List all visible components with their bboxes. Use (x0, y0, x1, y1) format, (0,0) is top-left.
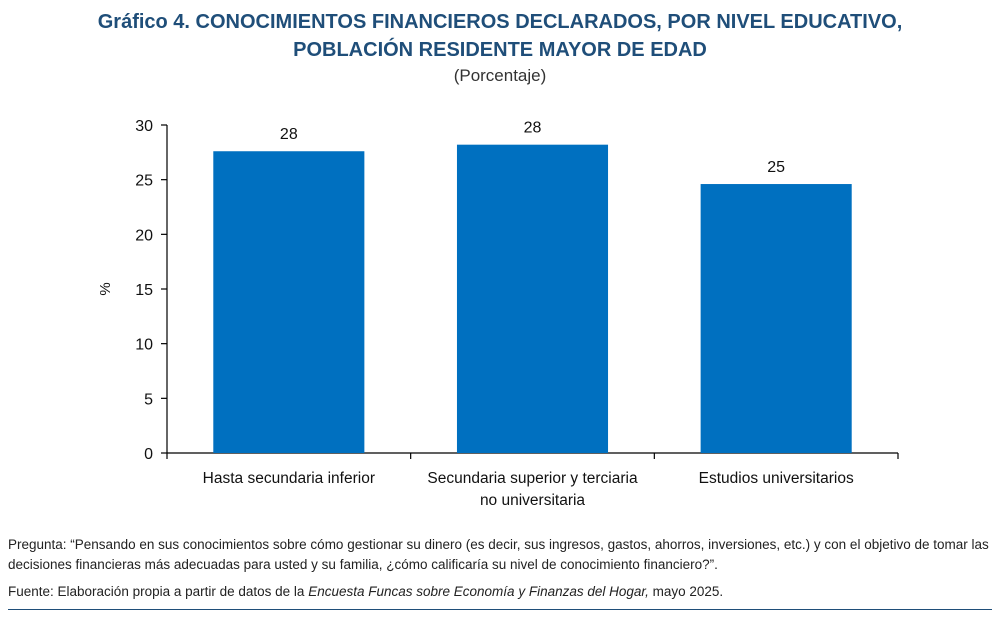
y-tick-label: 5 (144, 391, 153, 408)
bottom-rule (8, 609, 992, 610)
survey-question-note: Pregunta: “Pensando en sus conocimientos… (8, 537, 989, 572)
y-tick-label: 10 (135, 337, 153, 354)
bars (213, 144, 852, 454)
y-tick-label: 20 (135, 227, 153, 244)
y-tick-label: 30 (135, 118, 153, 135)
data-label: 25 (767, 159, 785, 176)
y-tick-label: 15 (135, 282, 153, 299)
data-label: 28 (524, 120, 542, 137)
data-labels: 28 28 25 (280, 120, 785, 176)
bar (213, 151, 365, 454)
y-axis-label: % (97, 282, 114, 295)
category-label: Estudios universitarios (699, 470, 854, 487)
source-suffix: mayo 2025. (648, 584, 724, 599)
chart-title-line-2: POBLACIÓN RESIDENTE MAYOR DE EDAD (293, 39, 707, 61)
bar-chart: 0 5 10 15 20 25 30% 28 28 25 Hasta secundaria in… (97, 118, 899, 509)
bar (700, 184, 852, 454)
source-note: Fuente: Elaboración propia a partir de d… (8, 582, 998, 602)
source-prefix: Fuente: Elaboración propia a partir de d… (8, 584, 309, 599)
y-tick-label: 25 (135, 173, 153, 190)
y-tick-label: 0 (144, 446, 153, 463)
category-labels: Hasta secundaria inferior Secundaria supe… (203, 470, 854, 509)
category-label: Secundaria superior y terciaria (427, 470, 638, 487)
y-axis: 0 5 10 15 20 25 30% (97, 118, 168, 463)
bar (456, 144, 609, 453)
x-axis (166, 452, 899, 459)
chart-subtitle: (Porcentaje) (453, 66, 547, 85)
category-label: no universitaria (480, 492, 585, 509)
chart-title-line-1: Gráfico 4. CONOCIMIENTOS FINANCIEROS DEC… (97, 11, 903, 33)
data-label: 28 (280, 126, 298, 143)
source-survey-name: Encuesta Funcas sobre Economía y Finanza… (308, 584, 649, 599)
category-label: Hasta secundaria inferior (203, 470, 375, 487)
